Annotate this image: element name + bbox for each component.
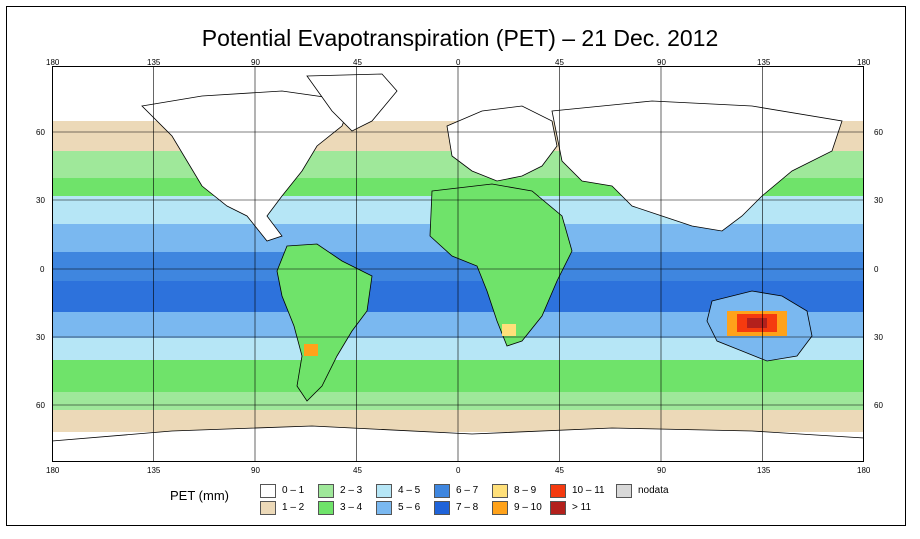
- legend-label: 9 – 10: [514, 502, 542, 513]
- asia-land: [551, 100, 843, 232]
- top-tick-label: 45: [353, 58, 362, 67]
- legend-label: 1 – 2: [282, 502, 305, 513]
- bottom-tick-label: 180: [857, 466, 871, 475]
- pet-legend: PET (mm) 0 – 1 1 – 2 2 – 3 3 – 4 4 – 5 5…: [170, 482, 730, 518]
- map-title: Potential Evapotranspiration (PET) – 21 …: [201, 25, 719, 51]
- legend-label: 2 – 3: [340, 485, 363, 496]
- legend-swatch: [492, 501, 508, 515]
- bottom-tick-label: 45: [555, 466, 564, 475]
- legend-label: 7 – 8: [456, 502, 479, 513]
- top-tick-label: 45: [555, 58, 564, 67]
- bottom-tick-label: 0: [456, 466, 461, 475]
- bottom-tick-label: 135: [147, 466, 161, 475]
- legend-swatch: [550, 501, 566, 515]
- top-tick-label: 0: [456, 58, 461, 67]
- left-tick-label: 60: [36, 401, 45, 410]
- bottom-tick-label: 90: [657, 466, 666, 475]
- bottom-tick-label: 180: [46, 466, 60, 475]
- top-tick-label: 180: [46, 58, 60, 67]
- right-tick-label: 60: [874, 401, 883, 410]
- left-tick-label: 60: [36, 128, 45, 137]
- figure-frame: [6, 6, 906, 526]
- top-tick-label: 90: [657, 58, 666, 67]
- right-tick-label: 30: [874, 196, 883, 205]
- pet-world-map: [52, 66, 864, 462]
- legend-swatch: [260, 501, 276, 515]
- legend-swatch: [492, 484, 508, 498]
- high-pet-spots: [304, 311, 787, 356]
- legend-swatch: [376, 484, 392, 498]
- top-tick-label: 135: [147, 58, 161, 67]
- legend-swatch: [434, 501, 450, 515]
- legend-swatch: [434, 484, 450, 498]
- legend-swatch: [318, 484, 334, 498]
- top-tick-label: 90: [251, 58, 260, 67]
- europe-land: [446, 105, 558, 182]
- south-america-land: [276, 243, 373, 402]
- africa-land: [429, 183, 573, 347]
- left-tick-label: 30: [36, 196, 45, 205]
- left-tick-label: 0: [40, 265, 45, 274]
- legend-label: 6 – 7: [456, 485, 479, 496]
- bottom-tick-label: 135: [757, 466, 771, 475]
- legend-label: 10 – 11: [572, 485, 605, 496]
- greenland-land: [306, 73, 398, 132]
- legend-swatch: [616, 484, 632, 498]
- legend-label: > 11: [572, 502, 591, 513]
- legend-label: 8 – 9: [514, 485, 537, 496]
- bottom-tick-label: 90: [251, 466, 260, 475]
- legend-swatch: [318, 501, 334, 515]
- right-tick-label: 60: [874, 128, 883, 137]
- legend-swatch: [550, 484, 566, 498]
- bottom-tick-label: 45: [353, 466, 362, 475]
- legend-label: 0 – 1: [282, 485, 305, 496]
- legend-label: 4 – 5: [398, 485, 421, 496]
- legend-label: 5 – 6: [398, 502, 421, 513]
- legend-title: PET (mm): [170, 488, 229, 503]
- top-tick-label: 135: [757, 58, 771, 67]
- legend-label: 3 – 4: [340, 502, 363, 513]
- legend-label: nodata: [638, 485, 669, 496]
- right-tick-label: 30: [874, 333, 883, 342]
- legend-swatch: [260, 484, 276, 498]
- right-tick-label: 0: [874, 265, 879, 274]
- graticule: [52, 66, 864, 462]
- legend-swatch: [376, 501, 392, 515]
- left-tick-label: 30: [36, 333, 45, 342]
- top-tick-label: 180: [857, 58, 871, 67]
